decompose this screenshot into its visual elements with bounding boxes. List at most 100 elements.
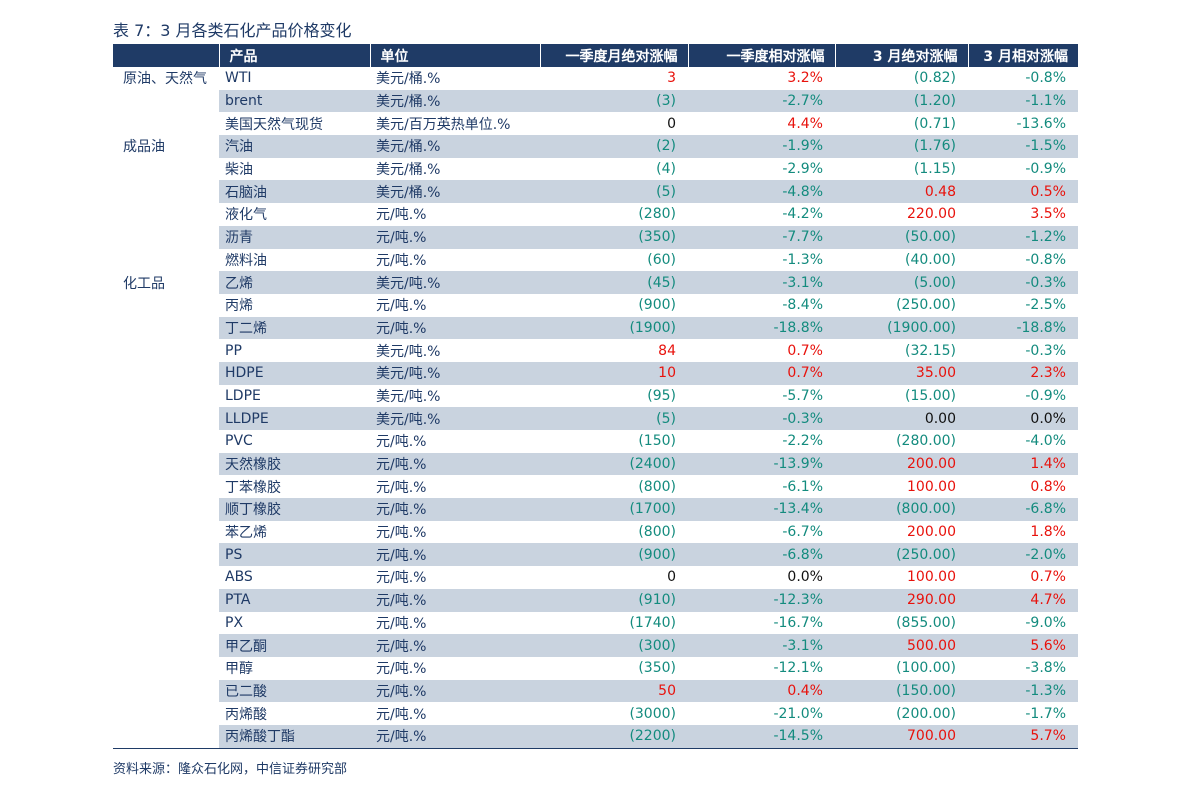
q-rel-cell: -13.9%	[688, 452, 835, 476]
header-q-rel: 一季度相对涨幅	[687, 44, 835, 67]
source-note: 资料来源：隆众石化网，中信证券研究部	[113, 762, 348, 777]
q-rel-cell: -6.1%	[782, 478, 823, 495]
q-rel-cell: -16.7%	[773, 614, 823, 631]
product-cell: WTI	[225, 70, 252, 87]
q-abs-cell: (5)	[540, 180, 688, 204]
q-rel-cell: 3.2%	[787, 70, 823, 87]
m-abs-cell: (1900.00)	[835, 316, 968, 340]
unit-cell: 元/吨.%	[376, 434, 427, 451]
q-rel-cell: -7.7%	[688, 225, 835, 249]
unit-cell: 美元/桶.%	[376, 71, 441, 88]
category-cell	[113, 407, 219, 430]
product-cell: PP	[225, 342, 242, 359]
unit-cell: 元/吨.%	[376, 479, 427, 496]
m-abs-cell: (1.20)	[835, 89, 968, 113]
q-abs-cell: (300)	[540, 634, 688, 657]
m-abs-cell: (1.15)	[913, 161, 956, 178]
m-rel-cell: 0.0%	[968, 407, 1078, 430]
category-cell	[113, 112, 219, 136]
unit-cell: 元/吨.%	[376, 298, 427, 315]
m-rel-cell: 5.7%	[968, 724, 1078, 749]
product-cell: 甲乙酮	[219, 634, 370, 657]
q-abs-cell: 3	[667, 70, 676, 87]
m-abs-cell: (100.00)	[896, 660, 956, 677]
table-row: 化工品 乙烯 美元/吨.% (45) -3.1% (5.00) -0.3%	[113, 271, 1078, 294]
unit-cell: 元/吨.%	[376, 661, 427, 678]
m-rel-cell: -0.8%	[1025, 70, 1066, 87]
price-change-table: 产品 单位 一季度月绝对涨幅 一季度相对涨幅 3 月绝对涨幅 3 月相对涨幅 原…	[113, 44, 1078, 749]
q-rel-cell: -12.3%	[688, 588, 835, 612]
unit-cell: 美元/桶.%	[376, 162, 441, 179]
m-abs-cell: (250.00)	[835, 543, 968, 567]
product-cell: HDPE	[219, 361, 370, 385]
header-m-rel: 3 月相对涨幅	[967, 44, 1078, 67]
category-cell	[113, 498, 219, 521]
category-cell	[113, 361, 219, 385]
q-abs-cell: (45)	[540, 271, 688, 294]
table-row: 顺丁橡胶 元/吨.% (1700) -13.4% (800.00) -6.8%	[113, 498, 1078, 521]
m-abs-cell: 700.00	[835, 724, 968, 749]
category-cell	[113, 566, 219, 589]
q-abs-cell: 0	[667, 115, 676, 132]
m-rel-cell: -2.0%	[968, 543, 1078, 567]
q-abs-cell: (1740)	[629, 614, 676, 631]
table-row: 甲醇 元/吨.% (350) -12.1% (100.00) -3.8%	[113, 656, 1078, 680]
table-row: 液化气 元/吨.% (280) -4.2% 220.00 3.5%	[113, 203, 1078, 226]
q-rel-cell: -2.9%	[782, 161, 823, 178]
table-row: 美国天然气现货 美元/百万英热单位.% 0 4.4% (0.71) -13.6%	[113, 112, 1078, 136]
q-abs-cell: (60)	[647, 251, 676, 268]
table-row: PS 元/吨.% (900) -6.8% (250.00) -2.0%	[113, 543, 1078, 567]
table-row: 原油、天然气 WTI 美元/桶.% 3 3.2% (0.82) -0.8%	[113, 67, 1078, 90]
m-abs-cell: 200.00	[907, 524, 956, 541]
q-abs-cell: (95)	[647, 387, 676, 404]
q-rel-cell: -1.3%	[782, 251, 823, 268]
table-row: 天然橡胶 元/吨.% (2400) -13.9% 200.00 1.4%	[113, 452, 1078, 476]
m-rel-cell: -13.6%	[1016, 115, 1066, 132]
category-cell	[113, 89, 219, 113]
m-rel-cell: -18.8%	[968, 316, 1078, 340]
m-rel-cell: 3.5%	[1030, 206, 1066, 223]
q-rel-cell: 0.4%	[688, 679, 835, 703]
unit-cell: 美元/桶.%	[370, 89, 540, 113]
q-abs-cell: (910)	[540, 588, 688, 612]
q-abs-cell: (350)	[638, 660, 676, 677]
table-row: 沥青 元/吨.% (350) -7.7% (50.00) -1.2%	[113, 225, 1078, 249]
q-abs-cell: (800)	[638, 478, 676, 495]
category-cell	[113, 611, 219, 635]
header-unit: 单位	[369, 44, 540, 67]
table-row: 苯乙烯 元/吨.% (800) -6.7% 200.00 1.8%	[113, 520, 1078, 544]
q-rel-cell: -14.5%	[688, 724, 835, 749]
q-rel-cell: 4.4%	[787, 115, 823, 132]
category-cell: 化工品	[113, 271, 219, 294]
product-cell: 液化气	[225, 207, 267, 224]
category-cell	[113, 634, 219, 657]
category-cell	[113, 520, 219, 544]
table-row: 柴油 美元/桶.% (4) -2.9% (1.15) -0.9%	[113, 157, 1078, 181]
category-cell	[113, 724, 219, 749]
product-cell: 甲醇	[225, 661, 253, 678]
m-rel-cell: -0.3%	[1025, 342, 1066, 359]
m-abs-cell: (1.76)	[835, 135, 968, 158]
table-row: 已二酸 元/吨.% 50 0.4% (150.00) -1.3%	[113, 679, 1078, 703]
m-rel-cell: 5.6%	[968, 634, 1078, 657]
product-cell: PS	[219, 543, 370, 567]
table-row: PVC 元/吨.% (150) -2.2% (280.00) -4.0%	[113, 430, 1078, 453]
m-abs-cell: 100.00	[907, 478, 956, 495]
product-cell: LLDPE	[219, 407, 370, 430]
unit-cell: 美元/桶.%	[370, 135, 540, 158]
table-row: ABS 元/吨.% 0 0.0% 100.00 0.7%	[113, 566, 1078, 589]
m-rel-cell: -4.0%	[1025, 433, 1066, 450]
m-abs-cell: (250.00)	[896, 297, 956, 314]
category-cell	[113, 543, 219, 567]
product-cell: 汽油	[219, 135, 370, 158]
product-cell: 丙烯	[225, 298, 253, 315]
category-cell	[113, 316, 219, 340]
q-rel-cell: -5.7%	[782, 387, 823, 404]
unit-cell: 元/吨.%	[370, 634, 540, 657]
q-rel-cell: -8.4%	[782, 297, 823, 314]
m-abs-cell: (15.00)	[904, 387, 956, 404]
table-row: PP 美元/吨.% 84 0.7% (32.15) -0.3%	[113, 339, 1078, 362]
q-rel-cell: -3.1%	[688, 634, 835, 657]
product-cell: 丁苯橡胶	[225, 479, 281, 496]
table-row: brent 美元/桶.% (3) -2.7% (1.20) -1.1%	[113, 89, 1078, 113]
